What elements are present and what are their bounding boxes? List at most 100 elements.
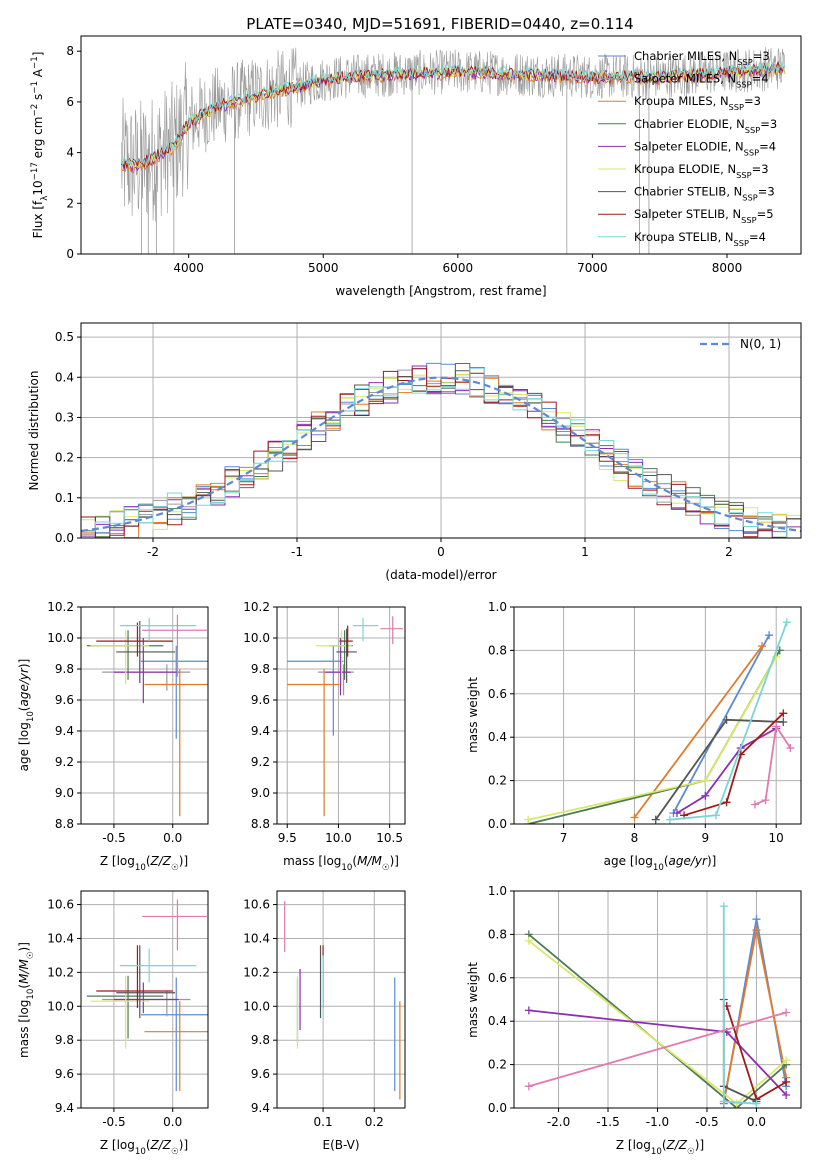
mass-vs-ebv-axes: 0.1 0.2 9.4 9.6 9.8 10.0 10.2 10.4 10.6 E(B-V)	[243, 890, 406, 1152]
y-tick-label: 0.0	[488, 817, 507, 831]
x-tick-label: 0.2	[365, 1115, 384, 1129]
marker-salpeter_elodie	[672, 809, 681, 818]
legend-entry: Kroupa STELIB, NSSP=4	[634, 230, 766, 248]
massweight-vs-age-axes: 7 8 9 10 0.0 0.2 0.4 0.6 0.8 1.0 age [log10(age/yr…	[466, 600, 802, 873]
y-tick-label: 2	[66, 196, 74, 210]
series-salpeter_stelib	[683, 712, 784, 817]
marker-extra_pink	[772, 722, 781, 731]
marker-kroupa_miles	[758, 642, 767, 651]
x-tick-label: 0	[437, 545, 445, 559]
marker-kroupa_stelib	[719, 1097, 728, 1106]
x-axis-label: age [log10(age/yr)]	[604, 854, 717, 873]
marker-kroupa_stelib	[665, 815, 674, 824]
residuals-axes: -2 -1 0 1 2 0.0 0.1 0.2 0.3 0.4 0.5 (data-model)/er…	[27, 322, 802, 582]
marker-chabrier_stelib	[779, 718, 788, 727]
marker-kroupa_miles	[752, 926, 761, 935]
marker-kroupa_elodie	[782, 1056, 791, 1065]
x-tick-label: 0.0	[163, 1115, 182, 1129]
y-tick-label: 8.8	[251, 817, 270, 831]
y-tick-label: 9.0	[251, 786, 270, 800]
marker-extra_pink	[786, 744, 795, 753]
y-tick-label: 0.4	[488, 730, 507, 744]
y-tick-label: 0.4	[488, 1014, 507, 1028]
y-tick-label: 9.4	[55, 1101, 74, 1115]
y-tick-label: 10.0	[47, 999, 74, 1013]
marker-kroupa_stelib	[719, 902, 728, 911]
y-axis-label: age [log10(age/yr)]	[17, 659, 36, 772]
plot-area	[514, 607, 801, 824]
y-tick-label: 0.0	[55, 531, 74, 545]
x-tick-label: 0.1	[314, 1115, 333, 1129]
axes-frame	[513, 606, 802, 825]
y-tick-label: 9.8	[251, 662, 270, 676]
y-axis-label: Normed distribution	[27, 371, 41, 491]
x-tick-label: 9.5	[278, 831, 297, 845]
model-spectrum-salpeter_stelib	[120, 60, 786, 169]
y-tick-label: 9.0	[55, 786, 74, 800]
plot-area	[277, 891, 405, 1108]
marker-salpeter_elodie	[782, 1090, 791, 1099]
x-tick-label: 4000	[173, 261, 204, 275]
marker-chabrier_stelib	[722, 715, 731, 724]
y-tick-label: 0.8	[488, 643, 507, 657]
marker-salpeter_stelib	[779, 709, 788, 718]
legend-entry: Salpeter ELODIE, NSSP=4	[634, 139, 776, 157]
y-tick-label: 10.0	[243, 999, 270, 1013]
model-spectrum-kroupa_miles	[121, 64, 786, 174]
y-tick-label: 8	[66, 44, 74, 58]
marker-salpeter_elodie	[701, 791, 710, 800]
marker-extra_pink	[761, 796, 770, 805]
legend-entry: Chabrier STELIB, NSSP=3	[634, 185, 775, 203]
marker-extra_pink	[782, 1008, 791, 1017]
y-tick-label: 8.8	[55, 817, 74, 831]
y-tick-label: 9.8	[55, 1033, 74, 1047]
x-axis-label: E(B-V)	[322, 1138, 359, 1152]
series-chabrier_miles	[722, 919, 788, 1104]
spectrum-axes: 4000 5000 6000 7000 8000 0 2 4 6 8 wavelength [Ang…	[30, 35, 802, 298]
y-tick-label: 0.2	[488, 774, 507, 788]
y-tick-label: 10.2	[243, 600, 270, 614]
y-tick-label: 0.4	[55, 370, 74, 384]
x-tick-label: 1	[581, 545, 589, 559]
marker-kroupa_stelib	[752, 1099, 761, 1108]
plot-area	[277, 607, 405, 824]
y-tick-label: 9.6	[55, 693, 74, 707]
marker-salpeter_stelib	[782, 1077, 791, 1086]
y-axis-label: mass weight	[466, 677, 480, 753]
marker-salpeter_stelib	[722, 798, 731, 807]
y-tick-label: 0.6	[488, 971, 507, 985]
y-tick-label: 10.4	[47, 931, 74, 945]
normal-curve	[81, 376, 801, 533]
y-tick-label: 0	[66, 247, 74, 261]
plot-area	[81, 323, 801, 538]
x-tick-label: -1.5	[596, 1115, 619, 1129]
x-tick-label: -2.0	[547, 1115, 570, 1129]
marker-kroupa_elodie	[524, 936, 533, 945]
x-tick-label: 8	[631, 831, 639, 845]
x-tick-label: -0.5	[102, 831, 125, 845]
axes-frame	[276, 606, 406, 825]
age-vs-mass-axes: 9.5 10.0 10.5 8.8 9.0 9.2 9.4 9.6 9.8 10.0 10.2 mas…	[243, 600, 406, 873]
y-tick-label: 9.8	[55, 662, 74, 676]
marker-chabrier_stelib	[651, 815, 660, 824]
series-extra_pink	[528, 1011, 787, 1088]
marker-kroupa_stelib	[782, 618, 791, 627]
marker-chabrier_miles	[765, 631, 774, 640]
x-tick-label: 5000	[308, 261, 339, 275]
marker-salpeter_elodie	[524, 1006, 533, 1015]
marker-kroupa_elodie	[701, 776, 710, 785]
x-axis-label: (data-model)/error	[385, 568, 496, 582]
y-tick-label: 4	[66, 146, 74, 160]
axes-frame	[80, 606, 209, 825]
mass-vs-Z-axes: -0.5 0.0 9.4 9.6 9.8 10.0 10.2 10.4 10.6 Z [log10…	[17, 890, 209, 1157]
x-tick-label: 7000	[577, 261, 608, 275]
y-axis-label: Flux [fλ10−17 erg cm−2 s−1 A−1]	[30, 52, 50, 239]
model-spectrum-kroupa_stelib	[120, 60, 786, 166]
marker-kroupa_elodie	[524, 815, 533, 824]
x-tick-label: -0.5	[695, 1115, 718, 1129]
axes-frame	[276, 890, 406, 1109]
y-tick-label: 9.2	[55, 755, 74, 769]
y-axis-label: mass [log10(M/M☉)]	[17, 942, 36, 1058]
x-tick-label: -2	[147, 545, 159, 559]
